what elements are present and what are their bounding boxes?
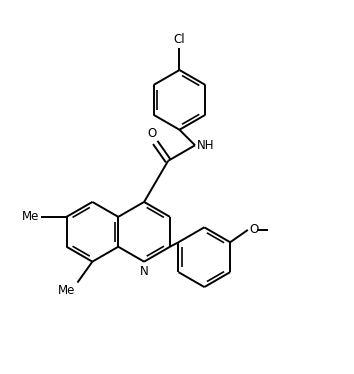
Text: Me: Me xyxy=(58,284,75,297)
Text: O: O xyxy=(147,127,156,140)
Text: Cl: Cl xyxy=(174,33,185,46)
Text: NH: NH xyxy=(197,139,215,152)
Text: O: O xyxy=(249,223,258,236)
Text: Me: Me xyxy=(22,210,39,223)
Text: N: N xyxy=(140,265,148,278)
